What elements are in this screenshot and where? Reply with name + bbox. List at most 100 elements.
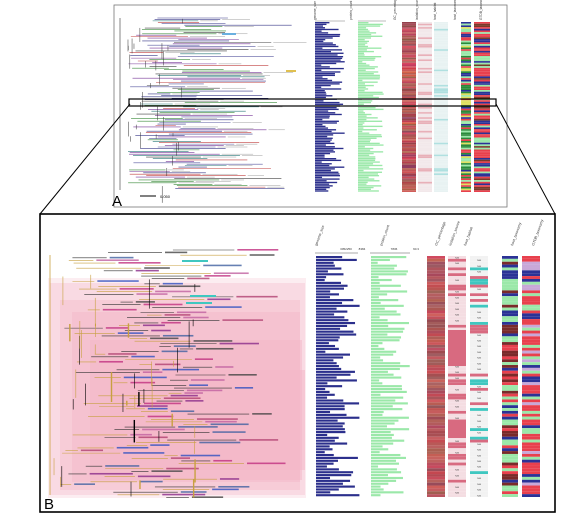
host-taxonomy-cell (461, 176, 471, 179)
tree-leaf-label (96, 259, 139, 262)
na-label: N/A (477, 391, 481, 394)
habitat-cell (434, 132, 448, 135)
host-taxonomy-cell (502, 385, 518, 388)
habitat-cell (434, 137, 448, 140)
genome-size-bar (316, 494, 360, 497)
host-taxonomy-cell (461, 61, 471, 63)
gc-cell (427, 396, 445, 400)
na-label: N/A (477, 426, 481, 429)
protein-count-bar (371, 336, 402, 339)
genome-size-bar (315, 158, 337, 160)
tree-leaf-label (118, 262, 161, 264)
habitat-cell (434, 22, 448, 24)
tree-leaf-label (161, 321, 181, 324)
host-taxonomy-cell (461, 27, 471, 29)
protein-count-bar (371, 387, 403, 391)
habitat-cell (434, 112, 448, 114)
habitat-cell (434, 83, 448, 85)
gc-cell (402, 183, 416, 186)
gtdb-taxonomy-cell (474, 185, 490, 187)
host-taxonomy-cell (502, 445, 518, 449)
habitat-cell (434, 115, 448, 118)
gtdb-taxonomy-cell (474, 22, 490, 24)
protein-count-bar (371, 488, 384, 491)
gtdb-taxonomy-cell (522, 324, 540, 328)
habitat-cell (434, 178, 448, 181)
tree-label-highlight (186, 302, 212, 304)
gc-cell (402, 176, 416, 179)
isolation-cell (418, 125, 432, 128)
protein-count-bar (358, 137, 377, 139)
gc-cell (402, 33, 416, 36)
gtdb-taxonomy-cell (522, 442, 540, 446)
isolation-cell (448, 385, 466, 388)
genome-size-bar (316, 353, 351, 356)
isolation-cell (418, 158, 432, 160)
genome-size-bar (315, 112, 336, 114)
genome-size-bar (316, 425, 343, 428)
genome-size-bar (315, 101, 340, 104)
isolation-cell (418, 66, 432, 68)
gtdb-taxonomy-cell (474, 96, 490, 99)
gtdb-taxonomy-cell (474, 132, 490, 135)
tree-leaf-label (228, 374, 257, 376)
host-taxonomy-cell (502, 316, 518, 320)
habitat-cell (470, 431, 488, 434)
tree-leaf-label (89, 472, 133, 475)
gc-cell (402, 115, 416, 118)
host-taxonomy-cell (461, 50, 471, 53)
isolation-cell (418, 190, 432, 192)
gc-cell (402, 61, 416, 63)
tree-leaf-label (187, 277, 210, 280)
protein-count-bar (371, 442, 394, 445)
gc-cell (427, 393, 445, 397)
gc-cell (402, 91, 416, 94)
protein-count-bar (358, 76, 381, 78)
tree-leaf-label (131, 355, 155, 358)
genome-size-bar (316, 476, 331, 480)
na-label: N/A (477, 288, 481, 291)
host-taxonomy-cell (461, 137, 471, 140)
na-label: N/A (477, 334, 481, 337)
protein-count-bar (358, 33, 372, 36)
gc-cell (402, 159, 416, 162)
protein-count-bar (371, 462, 400, 465)
host-taxonomy-cell (461, 59, 471, 62)
protein-count-bar (358, 86, 366, 88)
gc-cell (427, 276, 445, 279)
gc-cell (402, 86, 416, 89)
gc-cell (402, 130, 416, 133)
isolation-cell (418, 69, 432, 72)
tree-leaf-label (109, 256, 134, 259)
isolation-cell (448, 451, 466, 454)
isolation-cell (418, 141, 432, 143)
isolation-cell (448, 307, 466, 311)
na-label: N/A (477, 420, 481, 423)
host-taxonomy-cell (502, 410, 518, 414)
isolation-cell (448, 376, 466, 380)
gc-cell (402, 50, 416, 53)
gc-cell (402, 69, 416, 72)
tree-leaf-label (204, 275, 231, 277)
genome-size-bar (316, 321, 356, 325)
genome-size-bar (315, 156, 325, 158)
habitat-cell (434, 71, 448, 73)
habitat-cell (434, 93, 448, 96)
isolation-cell (448, 465, 466, 469)
habitat-cell (434, 100, 448, 102)
isolation-cell (448, 390, 466, 394)
habitat-cell (434, 120, 448, 123)
protein-count-bar (358, 188, 371, 190)
host-taxonomy-cell (502, 278, 518, 282)
isolation-cell (418, 22, 432, 24)
gtdb-taxonomy-cell (522, 347, 540, 351)
protein-count-bar (358, 95, 374, 97)
genome-size-bar (315, 66, 330, 68)
host-taxonomy-cell (461, 88, 471, 90)
gtdb-taxonomy-cell (522, 261, 540, 265)
gtdb-taxonomy-cell (474, 139, 490, 141)
tree-leaf-label (199, 441, 241, 444)
protein-count-bar (358, 79, 363, 82)
tree-leaf-label (196, 418, 238, 420)
isolation-cell (418, 124, 432, 126)
